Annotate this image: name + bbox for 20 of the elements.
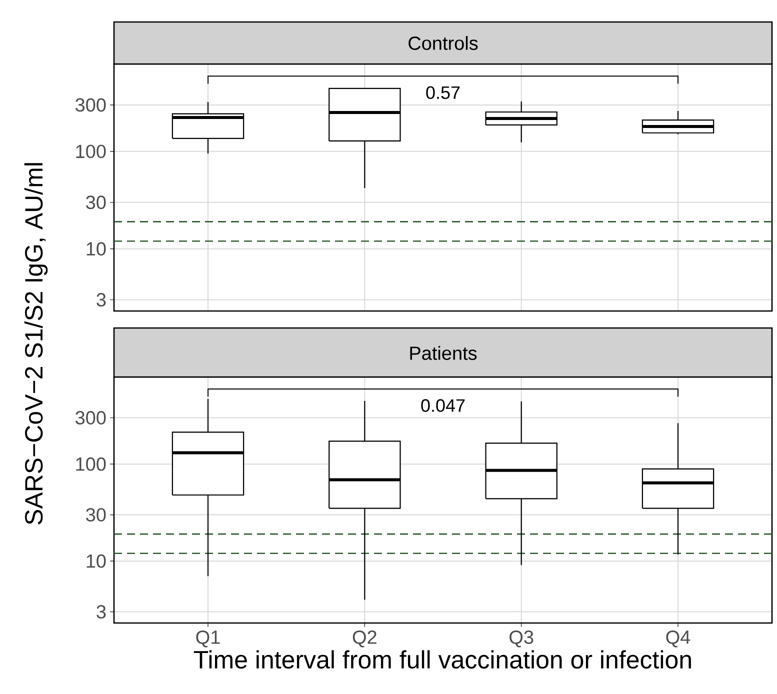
y-tick-label: 100 <box>76 144 106 158</box>
y-tick-label: 3 <box>96 293 106 306</box>
x-tick-label: Q2 <box>352 630 376 648</box>
y-tick-label: 100 <box>76 457 106 471</box>
y-tick-label: 10 <box>86 554 106 568</box>
y-axis-title: SARS−CoV−2 S1/S2 IgG, AU/ml <box>24 163 48 524</box>
annotation: 0.047 <box>421 399 465 412</box>
x-tick-label: Q4 <box>666 630 690 648</box>
x-tick-label: Q3 <box>510 630 534 648</box>
y-tick-label: 30 <box>86 196 106 210</box>
annotation: 0.57 <box>426 86 460 100</box>
x-tick-label: Q1 <box>196 630 220 648</box>
y-tick-label: 300 <box>76 411 106 425</box>
chart-title: Controls <box>408 36 478 50</box>
x-axis-title: Time interval from full vaccination or infection <box>194 650 691 669</box>
y-tick-label: 30 <box>86 508 106 522</box>
y-tick-label: 3 <box>96 605 106 619</box>
chart-title: Patients <box>410 346 477 360</box>
y-tick-label: 300 <box>76 98 106 112</box>
y-tick-label: 10 <box>86 242 106 256</box>
